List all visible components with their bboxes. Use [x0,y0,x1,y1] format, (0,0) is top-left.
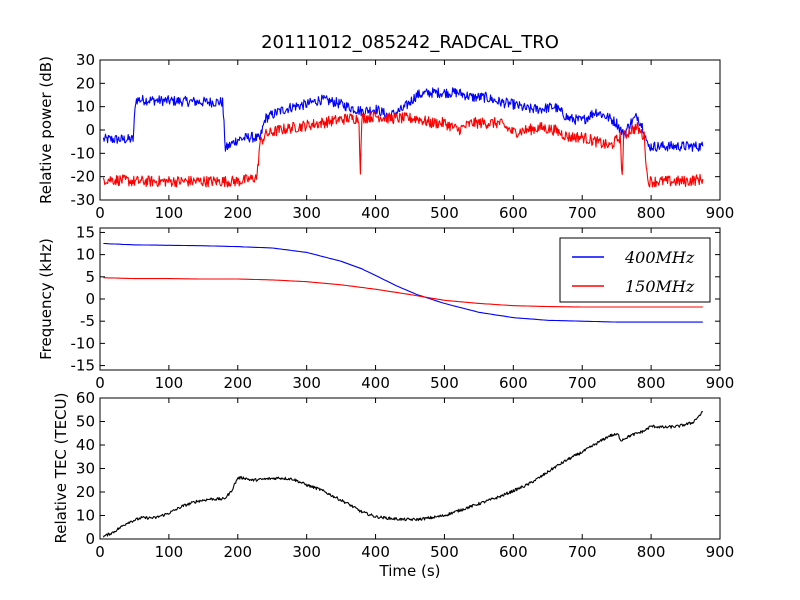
power-series-0-line [102,87,704,152]
frequency-x-tick-label: 300 [292,374,321,392]
tec-x-tick-label: 500 [430,543,459,561]
power-x-tick-label: 200 [223,204,252,222]
power-series-1-line [102,110,704,188]
power-x-tick-label: 800 [637,204,666,222]
tec-y-tick-label: 50 [76,413,95,431]
tec-x-tick-label: 600 [499,543,528,561]
tec-y-tick-label: 30 [76,460,95,478]
tec-series-0-line [102,410,704,538]
tec-y-tick-label: 10 [76,507,95,525]
power-y-tick-label: 10 [76,98,95,116]
tec-panel: 0 100 200 300 400 500 600 700 800 900010203040506… [52,389,734,561]
power-x-tick-label: 600 [499,204,528,222]
power-x-tick-label: 500 [430,204,459,222]
figure-xlabel: Time (s) [379,562,441,580]
power-x-tick-label: 700 [568,204,597,222]
frequency-ylabel: Frequency (kHz) [37,238,55,360]
figure-title: 20111012_085242_RADCAL_TRO [261,32,559,53]
legend-label-150mhz: 150MHz [625,277,695,296]
frequency-x-tick-label: 0 [95,374,105,392]
legend-box [559,237,711,303]
power-x-tick-label: 0 [95,204,105,222]
power-y-tick-label: 0 [85,121,95,139]
tec-x-tick-label: 400 [361,543,390,561]
frequency-x-tick-label: 600 [499,374,528,392]
power-x-tick-label: 300 [292,204,321,222]
legend: 400MHz 150MHz [559,237,711,303]
frequency-x-tick-label: 700 [568,374,597,392]
power-y-tick-label: -10 [71,144,96,162]
power-x-tick-label: 400 [361,204,390,222]
tec-y-tick-label: 20 [76,483,95,501]
tec-x-tick-label: 300 [292,543,321,561]
frequency-x-tick-label: 100 [155,374,184,392]
power-y-tick-label: 30 [76,51,95,69]
power-x-tick-label: 100 [155,204,184,222]
tec-x-tick-label: 800 [637,543,666,561]
tec-y-tick-label: 40 [76,436,95,454]
frequency-y-tick-label: 0 [85,290,95,308]
tec-y-tick-label: 60 [76,389,95,407]
frequency-y-tick-label: -5 [80,312,95,330]
frequency-x-tick-label: 500 [430,374,459,392]
power-ylabel: Relative power (dB) [37,56,55,204]
frequency-x-tick-label: 900 [706,374,735,392]
power-panel: 0 100 200 300 400 500 600 700 800 900 -30 -20 -10 0 10… [37,51,734,222]
frequency-y-tick-label: -15 [71,357,96,375]
tec-x-tick-label: 700 [568,543,597,561]
tec-x-tick-label: 100 [155,543,184,561]
power-x-tick-label: 900 [706,204,735,222]
frequency-panel: 0 100 200 300 400 500 600 700 800 900 -15 -10 -5 0 5 10… [37,223,734,392]
frequency-x-tick-label: 800 [637,374,666,392]
power-axes-frame [99,59,721,201]
frequency-series-150mhz-line [103,277,703,308]
tec-x-tick-label: 200 [223,543,252,561]
tec-axes-frame [99,397,721,540]
power-y-tick-label: -20 [71,168,96,186]
frequency-y-tick-label: 5 [85,268,95,286]
frequency-x-tick-label: 200 [223,374,252,392]
tec-x-tick-label: 900 [706,543,735,561]
tec-ylabel: Relative TEC (TECU) [52,393,70,544]
frequency-y-tick-label: 15 [76,223,95,241]
power-y-tick-label: -30 [71,191,96,209]
frequency-y-tick-label: -10 [71,334,96,352]
frequency-x-tick-label: 400 [361,374,390,392]
frequency-series-400mhz-line [103,242,703,323]
legend-label-400mhz: 400MHz [624,248,695,267]
power-y-tick-label: 20 [76,74,95,92]
frequency-y-tick-label: 10 [76,246,95,264]
tec-x-tick-label: 0 [95,543,105,561]
tec-y-tick-label: 0 [85,530,95,548]
